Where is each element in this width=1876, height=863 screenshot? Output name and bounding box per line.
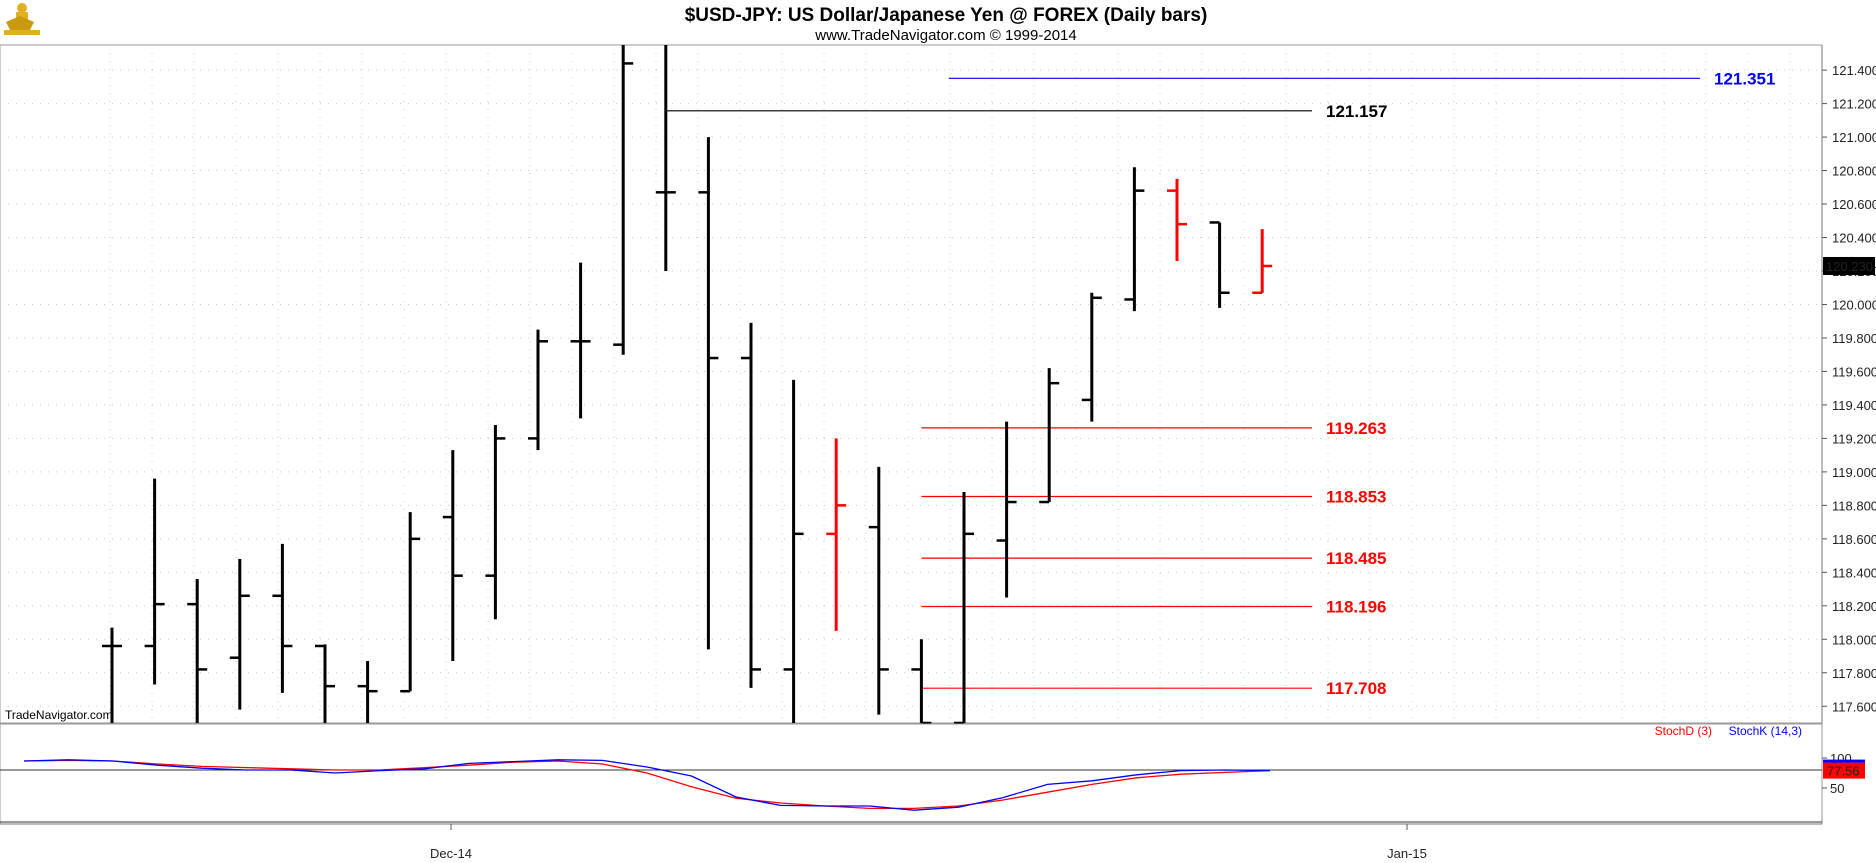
ohlc-bar [187, 579, 208, 723]
trader-figure-logo-icon [4, 3, 40, 35]
watermark-text: TradeNavigator.com [5, 708, 113, 722]
stoch-grid [0, 769, 1822, 823]
ohlc-bar [400, 512, 421, 693]
date-tick-label: Jan-15 [1387, 846, 1427, 861]
stoch-last-marker [1823, 762, 1865, 779]
price-tick-label: 117.600 [1832, 699, 1876, 714]
price-tick-label: 121.000 [1832, 130, 1876, 145]
price-tick-label: 118.400 [1832, 565, 1876, 580]
ohlc-bar [826, 438, 847, 631]
price-tick-label: 118.800 [1832, 498, 1876, 513]
ohlc-bar [741, 322, 761, 688]
price-tick-label: 119.800 [1832, 331, 1876, 346]
ohlc-bar [655, 45, 676, 271]
chart-title: $USD-JPY: US Dollar/Japanese Yen @ FOREX… [685, 5, 1208, 26]
ohlc-bar [442, 450, 463, 662]
date-axis: Dec-14 Jan-15 [0, 823, 1822, 861]
price-tick-label: 118.200 [1832, 599, 1876, 614]
price-tick-label: 120.400 [1832, 231, 1876, 246]
ohlc-bar [144, 478, 165, 685]
ohlc-bar [954, 491, 974, 725]
ohlc-bar [996, 421, 1017, 598]
ohlc-bar [868, 466, 889, 715]
ohlc-bar [272, 543, 293, 693]
level-label: 117.708 [1326, 679, 1387, 698]
ohlc-bar [357, 661, 378, 723]
price-tick-label: 120.000 [1832, 297, 1876, 312]
ohlc-bar [485, 425, 506, 620]
level-label: 119.263 [1326, 419, 1387, 438]
ohlc-bar [315, 644, 335, 723]
price-tick-label: 117.800 [1832, 666, 1876, 681]
ohlc-bar [1039, 368, 1060, 504]
price-levels: 121.351 121.157 119.263 118.853 118.485 118.1… [665, 69, 1775, 698]
level-label: 121.157 [1326, 102, 1387, 121]
stoch-last-marker-k [1823, 759, 1865, 763]
price-grid [0, 45, 1822, 723]
price-tick-label: 121.200 [1832, 97, 1876, 112]
level-label: 118.196 [1326, 597, 1387, 616]
level-label: 121.351 [1714, 69, 1775, 88]
price-tick-label: 119.200 [1832, 431, 1876, 446]
price-tick-label: 119.000 [1832, 465, 1876, 480]
legend-stochd: StochD (3) [1655, 724, 1712, 738]
price-tick-label: 118.000 [1832, 632, 1876, 647]
ohlc-bar [613, 45, 634, 355]
price-tick-label: 121.400 [1832, 63, 1876, 78]
stoch-lines [23, 759, 1271, 811]
stoch-series-line [23, 759, 1271, 810]
stoch-tick-label: 50 [1830, 781, 1844, 796]
chart-subtitle: www.TradeNavigator.com © 1999-2014 [814, 27, 1076, 44]
stoch-series-line [23, 759, 1271, 811]
ohlc-bar [570, 262, 591, 419]
stoch-panel [0, 723, 1823, 825]
ohlc-bar [528, 329, 548, 451]
price-bars [102, 45, 1273, 725]
level-label: 118.485 [1326, 549, 1387, 568]
price-tick-label: 119.400 [1832, 398, 1876, 413]
ohlc-bar [102, 627, 122, 723]
ohlc-bar [1081, 292, 1102, 422]
ohlc-bar [698, 137, 719, 650]
date-tick-label: Dec-14 [430, 846, 472, 861]
ohlc-bar [229, 558, 250, 710]
last-price-marker [1823, 256, 1875, 275]
ohlc-bar [1124, 167, 1145, 312]
price-tick-label: 120.600 [1832, 197, 1876, 212]
price-tick-label: 118.600 [1832, 532, 1876, 547]
ohlc-bar [1209, 221, 1230, 308]
last-price-label: 120.230 [1826, 259, 1873, 274]
level-label: 118.853 [1326, 487, 1387, 506]
legend-stochk: StochK (14,3) [1729, 724, 1802, 738]
stoch-last-label: 77.56 [1827, 764, 1860, 779]
price-tick-label: 120.800 [1832, 164, 1876, 179]
price-axis: 121.400 121.200 121.000 120.800 120.600 120.4… [1821, 45, 1876, 824]
ohlc-bar [1167, 178, 1187, 261]
ohlc-bar [783, 379, 804, 723]
ohlc-bar [911, 639, 932, 725]
date-axis-background [0, 824, 1876, 863]
ohlc-bar [1252, 229, 1273, 295]
price-tick-label: 119.600 [1832, 364, 1876, 379]
header-background [0, 0, 1876, 44]
price-panel [0, 44, 1823, 724]
